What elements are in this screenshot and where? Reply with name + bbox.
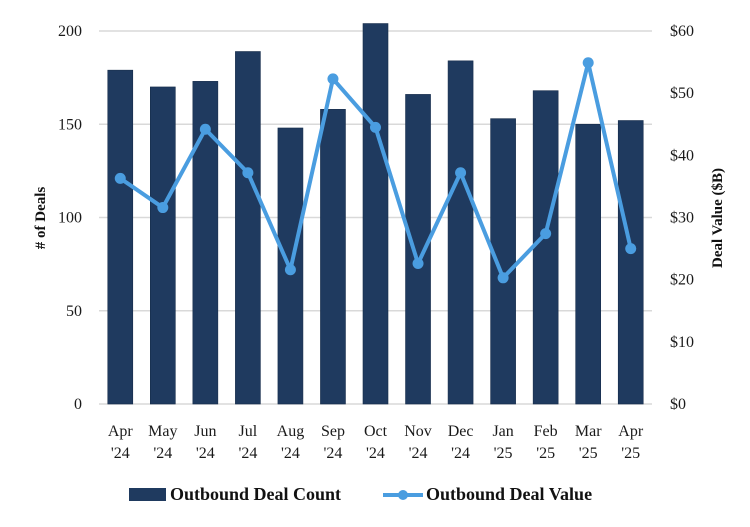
x-tick-label-year: '24 bbox=[111, 445, 130, 462]
legend-label-deal-value: Outbound Deal Value bbox=[426, 484, 592, 504]
bar bbox=[107, 69, 134, 405]
bar bbox=[235, 51, 261, 405]
x-axis-ticks: Apr '24 May '24 Jun '24 Jul '24 Aug '24 Sep '24 Oct '… bbox=[108, 423, 644, 462]
legend-swatch-deal-count bbox=[129, 488, 166, 501]
line-point bbox=[625, 243, 637, 255]
x-tick-label-month: Oct bbox=[364, 423, 388, 440]
bar bbox=[150, 86, 176, 405]
line-series bbox=[114, 57, 637, 284]
x-tick-label-month: Sep bbox=[321, 423, 345, 440]
line-point bbox=[582, 57, 594, 69]
x-tick-label-month: Jun bbox=[194, 423, 216, 440]
right-tick-label: $60 bbox=[670, 23, 694, 40]
legend: Outbound Deal Count Outbound Deal Value bbox=[129, 484, 592, 504]
line-point bbox=[327, 73, 339, 85]
right-tick-label: $10 bbox=[670, 334, 694, 351]
line-point bbox=[370, 121, 381, 133]
legend-label-deal-count: Outbound Deal Count bbox=[170, 484, 341, 504]
right-tick-label: $0 bbox=[670, 396, 686, 413]
right-tick-label: $40 bbox=[670, 147, 694, 164]
bar bbox=[490, 118, 516, 405]
line-point bbox=[242, 167, 254, 179]
line-point bbox=[412, 258, 424, 270]
line-point bbox=[114, 172, 126, 184]
x-tick-label-year: '24 bbox=[324, 445, 343, 462]
bar bbox=[575, 123, 601, 405]
x-tick-label-year: '24 bbox=[238, 445, 257, 462]
left-axis-title: # of Deals bbox=[33, 187, 49, 250]
bar bbox=[320, 109, 346, 405]
bar bbox=[362, 23, 389, 405]
left-tick-label: 200 bbox=[58, 23, 82, 40]
right-axis-ticks: $0 $10 $20 $30 $40 $50 $60 bbox=[670, 23, 694, 413]
right-tick-label: $20 bbox=[670, 272, 694, 289]
x-tick-label-month: Aug bbox=[277, 423, 305, 440]
x-tick-label-month: Apr bbox=[108, 423, 134, 440]
left-tick-label: 50 bbox=[66, 303, 82, 320]
x-tick-label-year: '24 bbox=[366, 445, 385, 462]
line-point bbox=[284, 264, 296, 276]
x-tick-label-year: '24 bbox=[196, 445, 215, 462]
line-point bbox=[540, 228, 552, 240]
bar bbox=[617, 120, 644, 405]
x-tick-label-month: Jul bbox=[239, 423, 258, 440]
line-point bbox=[455, 167, 467, 179]
bar bbox=[447, 60, 474, 405]
x-tick-label-year: '24 bbox=[153, 445, 172, 462]
x-tick-label-year: '25 bbox=[579, 445, 598, 462]
left-tick-label: 150 bbox=[58, 116, 82, 133]
left-tick-label: 100 bbox=[58, 210, 82, 227]
line-point bbox=[497, 272, 509, 284]
left-axis-ticks: 0 50 100 150 200 bbox=[58, 23, 82, 413]
line-point bbox=[199, 123, 211, 135]
x-tick-label-month: Apr bbox=[618, 423, 644, 440]
x-tick-label-year: '24 bbox=[409, 445, 428, 462]
x-tick-label-month: Jan bbox=[492, 423, 513, 440]
x-tick-label-month: Dec bbox=[448, 423, 474, 440]
x-tick-label-year: '24 bbox=[281, 445, 300, 462]
right-axis-title: Deal Value ($B) bbox=[710, 168, 726, 268]
x-tick-label-month: Feb bbox=[534, 423, 558, 440]
x-tick-label-year: '24 bbox=[451, 445, 470, 462]
x-tick-label-month: Mar bbox=[575, 423, 602, 440]
x-tick-label-year: '25 bbox=[494, 445, 513, 462]
right-tick-label: $50 bbox=[670, 85, 694, 102]
left-tick-label: 0 bbox=[74, 396, 82, 413]
bar bbox=[532, 90, 559, 405]
right-tick-label: $30 bbox=[670, 210, 694, 227]
x-tick-label-month: Nov bbox=[404, 423, 432, 440]
legend-marker-deal-value bbox=[398, 490, 408, 500]
x-tick-label-month: May bbox=[148, 423, 177, 440]
x-tick-label-year: '25 bbox=[621, 445, 640, 462]
x-tick-label-year: '25 bbox=[536, 445, 555, 462]
line-point bbox=[157, 202, 169, 214]
bar-series bbox=[107, 23, 644, 405]
